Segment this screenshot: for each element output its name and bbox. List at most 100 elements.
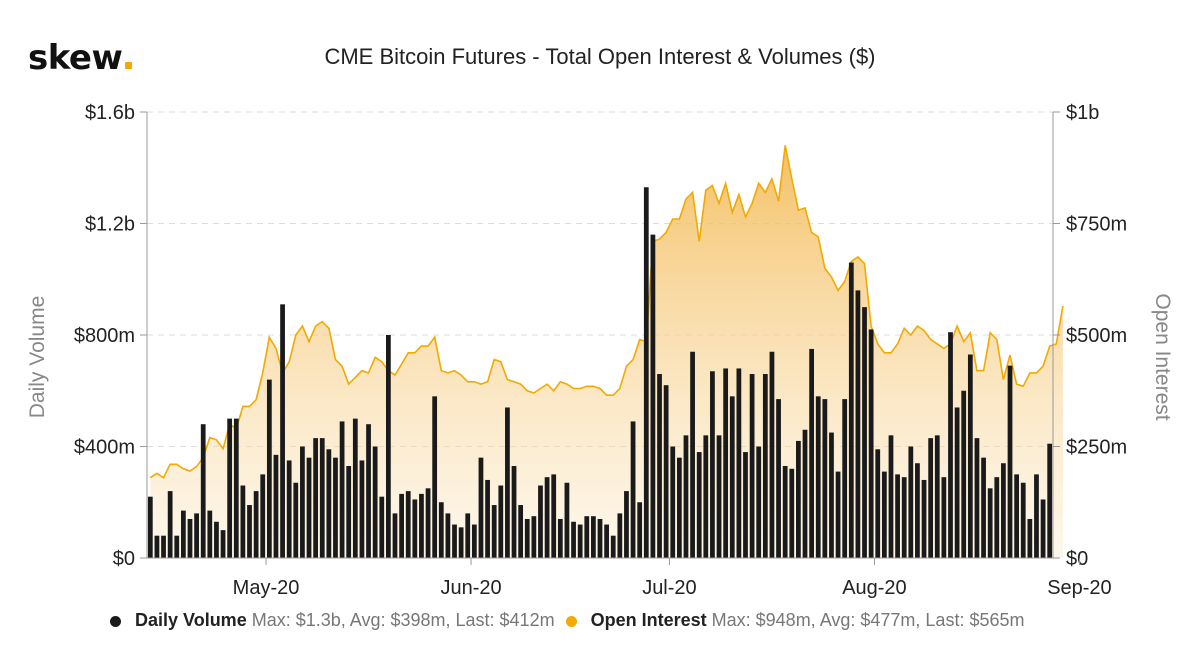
volume-bar bbox=[174, 535, 180, 558]
volume-bar bbox=[478, 457, 484, 558]
legend: Daily Volume Max: $1.3b, Avg: $398m, Las… bbox=[110, 610, 1031, 631]
volume-bar bbox=[637, 502, 643, 558]
volume-bar bbox=[505, 407, 510, 558]
volume-bar bbox=[1014, 474, 1020, 559]
volume-bar bbox=[670, 446, 676, 558]
volume-bar bbox=[604, 524, 609, 558]
volume-bar bbox=[227, 418, 233, 559]
volume-bar bbox=[822, 399, 828, 558]
volume-bar bbox=[1001, 463, 1006, 558]
volume-bar bbox=[187, 518, 193, 558]
volume-bar bbox=[359, 460, 365, 558]
y-left-tick-label: $0 bbox=[113, 548, 135, 570]
volume-bar bbox=[762, 374, 768, 558]
volume-bar bbox=[617, 513, 623, 558]
volume-bar bbox=[386, 335, 391, 558]
y-right-tick-label: $250m bbox=[1066, 437, 1127, 459]
x-tick-label: Sep-20 bbox=[1047, 577, 1112, 599]
volume-bar bbox=[782, 466, 788, 558]
volume-bar bbox=[815, 396, 821, 558]
volume-bar bbox=[154, 535, 160, 558]
volume-bar bbox=[518, 505, 524, 558]
y-right-tick-label: $500m bbox=[1066, 325, 1127, 347]
legend-item-open-interest[interactable]: Open Interest Max: $948m, Avg: $477m, La… bbox=[565, 610, 1025, 631]
volume-bar bbox=[769, 351, 775, 558]
logo-dot bbox=[125, 62, 133, 69]
volume-bar bbox=[862, 307, 867, 559]
legend-oi-stats: Max: $948m, Avg: $477m, Last: $565m bbox=[711, 610, 1025, 630]
volume-bar bbox=[551, 474, 557, 559]
volume-bar bbox=[928, 438, 934, 558]
volume-bar bbox=[306, 457, 312, 558]
volume-bar bbox=[1040, 499, 1046, 558]
volume-bar bbox=[511, 466, 517, 558]
volume-bar bbox=[895, 474, 900, 559]
volume-bar bbox=[293, 482, 299, 558]
volume-bar bbox=[881, 471, 887, 558]
volume-bar bbox=[987, 488, 993, 558]
volume-bar bbox=[1027, 518, 1033, 558]
volume-bar bbox=[796, 440, 801, 558]
volume-bar bbox=[855, 290, 861, 558]
x-tick-label: Aug-20 bbox=[842, 577, 907, 599]
x-tick-label: May-20 bbox=[233, 577, 300, 599]
volume-bar bbox=[266, 379, 272, 558]
volume-bar bbox=[802, 429, 808, 558]
volume-bar bbox=[749, 374, 755, 558]
volume-bar bbox=[610, 535, 616, 558]
volume-bar bbox=[967, 354, 973, 558]
x-tick-label: Jun-20 bbox=[440, 577, 501, 599]
volume-bar bbox=[214, 521, 219, 558]
open-interest-fill bbox=[150, 145, 1063, 558]
volume-bar bbox=[676, 457, 682, 558]
volume-bar bbox=[1047, 443, 1053, 558]
volume-bar bbox=[743, 452, 748, 558]
volume-bar bbox=[319, 438, 325, 558]
legend-item-volume[interactable]: Daily Volume Max: $1.3b, Avg: $398m, Las… bbox=[110, 610, 555, 631]
volume-bar bbox=[756, 446, 762, 558]
volume-bar bbox=[630, 421, 636, 558]
volume-bar bbox=[333, 457, 338, 558]
volume-bar bbox=[1020, 482, 1026, 558]
volume-bar bbox=[273, 454, 279, 558]
volume-bar bbox=[280, 304, 285, 558]
volume-bar bbox=[286, 460, 292, 558]
volume-bar bbox=[544, 477, 550, 558]
volume-bar bbox=[901, 477, 907, 558]
volume-bar bbox=[352, 418, 358, 559]
y-left-axis-title: Daily Volume bbox=[26, 296, 49, 419]
y-right-tick-label: $750m bbox=[1066, 214, 1127, 236]
volume-bar bbox=[683, 435, 689, 558]
volume-bar bbox=[908, 446, 914, 558]
volume-bar bbox=[915, 463, 920, 558]
y-right-tick-label: $0 bbox=[1066, 548, 1088, 570]
volume-bar bbox=[485, 479, 490, 558]
volume-bar bbox=[835, 471, 841, 558]
y-left-tick-label: $800m bbox=[74, 325, 135, 347]
volume-bar bbox=[425, 488, 431, 558]
volume-bar bbox=[346, 466, 352, 558]
logo-text: skew bbox=[28, 38, 123, 78]
volume-bar bbox=[399, 493, 404, 558]
open-interest-dot-icon bbox=[565, 615, 577, 627]
y-right-tick-label: $1b bbox=[1066, 102, 1099, 124]
volume-bar bbox=[379, 496, 385, 558]
volume-bar bbox=[696, 452, 702, 558]
volume-bar bbox=[200, 424, 206, 558]
volume-bar bbox=[339, 421, 345, 558]
volume-bar bbox=[941, 477, 947, 558]
volume-bar bbox=[663, 385, 669, 558]
volume-bar bbox=[703, 435, 709, 558]
volume-bar bbox=[326, 449, 332, 558]
volume-bar bbox=[531, 516, 537, 558]
legend-oi-name: Open Interest bbox=[590, 610, 707, 630]
volume-bar bbox=[809, 348, 814, 558]
volume-bar bbox=[571, 521, 576, 558]
volume-bar bbox=[538, 485, 543, 558]
volume-bar bbox=[736, 368, 742, 558]
volume-bar bbox=[471, 524, 477, 558]
legend-volume-name: Daily Volume bbox=[135, 610, 247, 630]
legend-volume-stats: Max: $1.3b, Avg: $398m, Last: $412m bbox=[251, 610, 555, 630]
volume-bar bbox=[372, 446, 378, 558]
